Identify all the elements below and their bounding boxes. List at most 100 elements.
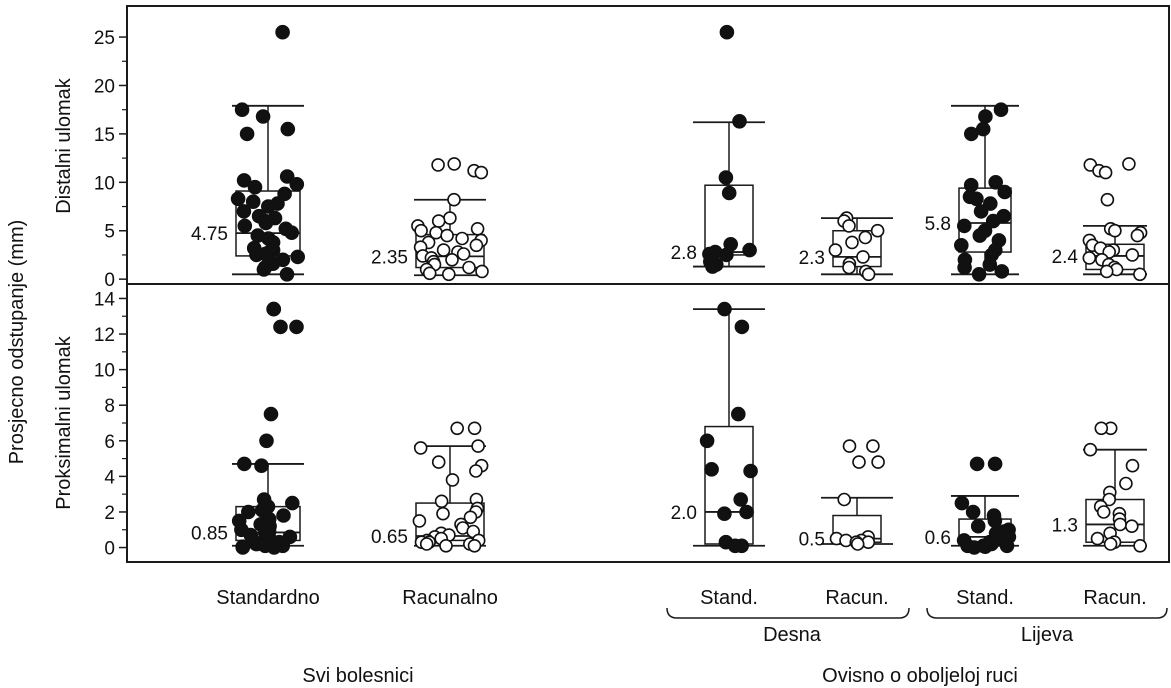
- median-label: 0.6: [925, 528, 951, 549]
- data-point: [842, 219, 856, 233]
- y-tick-label: 25: [94, 28, 115, 49]
- box-group-4: 0.5: [799, 439, 893, 551]
- data-point: [973, 204, 989, 219]
- y-tick-label: 20: [94, 76, 115, 97]
- data-point: [1133, 267, 1147, 282]
- median-label: 0.65: [371, 527, 408, 548]
- data-point: [969, 456, 985, 472]
- data-point: [969, 191, 984, 207]
- data-point: [966, 540, 982, 555]
- y-tick-label: 6: [104, 432, 115, 453]
- data-point: [279, 266, 295, 282]
- data-point: [419, 537, 434, 551]
- data-point: [978, 109, 993, 124]
- data-point: [279, 169, 295, 184]
- data-point: [997, 184, 1013, 200]
- data-point: [719, 247, 734, 263]
- data-point: [441, 267, 456, 282]
- data-point: [963, 126, 979, 142]
- data-point: [431, 214, 446, 228]
- panel-proximal: Proksimalni ulomak 0 2 4 6 8 10 12 14 0.85 0.65 2.0…: [53, 289, 1147, 560]
- y-tick-label: 0: [104, 539, 115, 560]
- data-point: [255, 109, 271, 124]
- data-point: [266, 301, 282, 317]
- data-point: [965, 504, 981, 520]
- median-label: 2.0: [671, 503, 697, 524]
- y-tick-label: 12: [94, 325, 115, 346]
- data-point: [260, 199, 276, 214]
- data-point: [699, 433, 715, 449]
- data-point: [1130, 228, 1145, 243]
- data-point: [1100, 192, 1115, 207]
- data-point: [982, 257, 998, 272]
- data-point: [730, 406, 746, 422]
- data-point: [276, 508, 291, 523]
- data-point: [1108, 223, 1122, 238]
- data-point: [1094, 421, 1109, 436]
- data-point: [241, 504, 256, 520]
- data-point: [985, 213, 1001, 229]
- data-point: [249, 247, 264, 263]
- box-group-6: 2.4: [1052, 157, 1148, 282]
- data-point: [1125, 458, 1140, 473]
- data-point: [256, 262, 272, 277]
- data-point: [717, 506, 732, 522]
- data-point: [970, 518, 986, 534]
- data-point: [1113, 517, 1127, 532]
- data-point: [450, 421, 465, 436]
- data-point: [852, 455, 866, 469]
- data-point: [987, 513, 1003, 529]
- data-point: [245, 194, 261, 209]
- data-point: [474, 165, 489, 180]
- data-point: [467, 421, 482, 436]
- box-group-5: 5.8: [925, 102, 1019, 282]
- data-point: [436, 243, 451, 257]
- data-point: [463, 510, 478, 525]
- data-point: [954, 495, 970, 511]
- data-point: [1083, 442, 1098, 457]
- x-category-label: Stand.: [956, 587, 1014, 609]
- data-point: [469, 464, 483, 478]
- data-point: [239, 126, 255, 142]
- data-point: [234, 102, 250, 117]
- median-label: 1.3: [1052, 515, 1078, 536]
- box-group-3: 2.0: [671, 301, 765, 554]
- panel-y-axis-label: Proksimalni ulomak: [53, 335, 75, 509]
- data-point: [1102, 492, 1116, 507]
- data-point: [247, 179, 263, 195]
- data-point: [721, 185, 737, 201]
- data-point: [445, 252, 459, 267]
- data-point: [828, 243, 843, 257]
- box-group-6: 1.3: [1052, 421, 1147, 553]
- data-point: [994, 264, 1010, 279]
- data-point: [999, 538, 1015, 554]
- data-point: [455, 231, 469, 246]
- data-point: [431, 455, 446, 469]
- data-point: [440, 228, 454, 243]
- data-point: [704, 461, 719, 477]
- x-category-label: Racun.: [1083, 587, 1146, 609]
- data-point: [445, 473, 460, 487]
- y-tick-label: 2: [104, 503, 115, 524]
- data-point: [237, 456, 252, 472]
- data-point: [235, 540, 251, 555]
- data-point: [861, 267, 876, 282]
- data-point: [439, 538, 453, 553]
- y-tick-label: 5: [104, 222, 115, 243]
- median-label: 0.85: [191, 523, 228, 544]
- data-point: [993, 102, 1009, 117]
- data-point: [422, 266, 437, 281]
- data-point: [475, 264, 489, 279]
- y-tick-label: 14: [94, 289, 116, 310]
- data-point: [277, 186, 292, 202]
- data-point: [431, 158, 445, 172]
- data-point: [975, 121, 991, 137]
- data-point: [705, 259, 720, 274]
- data-point: [858, 230, 873, 245]
- section-label: Svi bolesnici: [302, 665, 413, 687]
- data-point: [434, 494, 449, 509]
- data-point: [988, 175, 1004, 190]
- subgroup-label: Lijeva: [1021, 624, 1074, 646]
